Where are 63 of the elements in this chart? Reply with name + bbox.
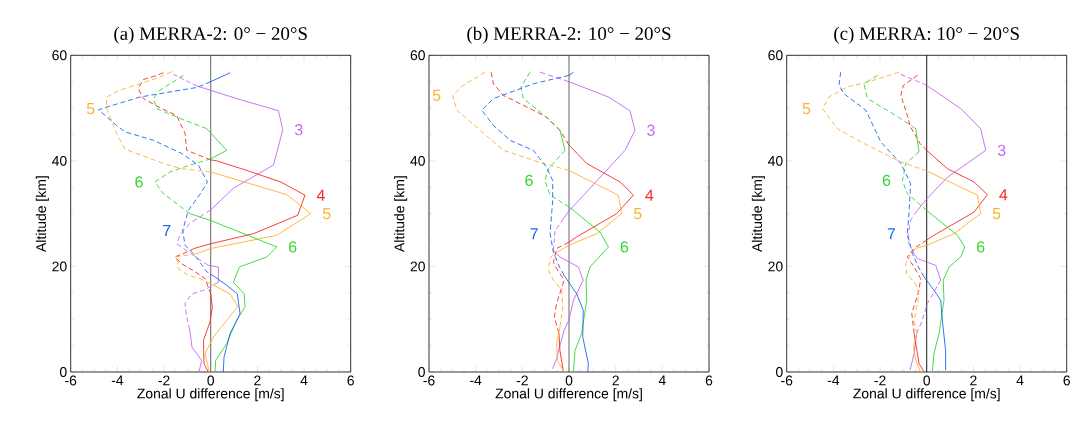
x-tick-label: -6: [65, 375, 77, 386]
annotation: 7: [163, 225, 171, 237]
x-axis-title: Zonal U difference [m/s]: [495, 388, 642, 402]
y-tick-label: 60: [52, 50, 67, 61]
y-tick-label: 60: [768, 50, 783, 61]
x-tick-label: 4: [300, 375, 308, 386]
annotation: 6: [882, 174, 891, 187]
x-axis-title: Zonal U difference [m/s]: [853, 388, 1000, 402]
annotation: 5: [432, 89, 441, 101]
x-tick-label: 2: [612, 375, 619, 386]
x-tick-label: 0: [923, 375, 931, 386]
y-axis-title: Altitude [km]: [394, 176, 408, 252]
annotation: 4: [645, 189, 654, 201]
chart-title: (a) MERRA-2: 0° − 20°S: [114, 26, 307, 44]
x-tick-label: -4: [470, 375, 482, 386]
annotation: 7: [530, 228, 538, 240]
y-axis-title: Altitude [km]: [751, 176, 765, 252]
y-tick-label: 40: [767, 155, 783, 166]
annotation: 4: [316, 189, 325, 201]
x-tick-label: -4: [111, 375, 124, 386]
annotation: 3: [294, 124, 303, 136]
annotation: 6: [289, 241, 297, 253]
annotation: 3: [997, 144, 1006, 156]
x-tick-label: -2: [874, 375, 886, 386]
annotation: 4: [999, 189, 1008, 201]
y-tick-label: 0: [418, 367, 425, 377]
x-tick-label: -2: [516, 375, 528, 386]
annotation: 5: [86, 103, 95, 115]
x-tick-label: 2: [970, 375, 977, 386]
y-tick-label: 60: [410, 50, 425, 61]
x-tick-label: -6: [423, 375, 435, 386]
chart-title: (b) MERRA-2: 10° − 20°S: [467, 26, 671, 44]
annotation: 5: [802, 103, 811, 115]
x-tick-label: -6: [781, 375, 793, 386]
y-tick-label: 20: [52, 261, 67, 272]
x-tick-label: 4: [1016, 375, 1024, 386]
annotation: 5: [992, 208, 1001, 220]
x-tick-label: -2: [158, 375, 170, 386]
annotation: 7: [887, 228, 896, 240]
y-tick-label: 0: [775, 367, 783, 377]
x-axis-title: Zonal U difference [m/s]: [137, 388, 284, 402]
y-tick-label: 20: [410, 261, 425, 272]
annotation: 6: [977, 241, 985, 253]
x-tick-label: 6: [705, 375, 713, 386]
x-tick-label: 6: [1063, 375, 1070, 386]
x-tick-label: 0: [565, 375, 573, 386]
annotation: 6: [135, 176, 143, 188]
x-tick-label: 4: [658, 375, 666, 386]
y-tick-label: 20: [768, 261, 783, 272]
x-tick-label: 0: [207, 375, 215, 386]
x-tick-label: 6: [347, 375, 354, 386]
annotation: 6: [620, 241, 629, 253]
y-tick-label: 0: [59, 367, 67, 377]
annotation: 5: [322, 208, 331, 220]
annotation: 5: [633, 208, 642, 220]
chart-title: (c) MERRA: 10° − 20°S: [834, 26, 1019, 44]
annotation: 3: [647, 124, 655, 136]
y-tick-label: 40: [410, 155, 425, 166]
x-tick-label: 2: [254, 375, 261, 386]
x-tick-label: -4: [827, 375, 840, 386]
annotation: 6: [525, 174, 533, 187]
y-axis-title: Altitude [km]: [35, 176, 49, 252]
y-tick-label: 40: [51, 155, 67, 166]
